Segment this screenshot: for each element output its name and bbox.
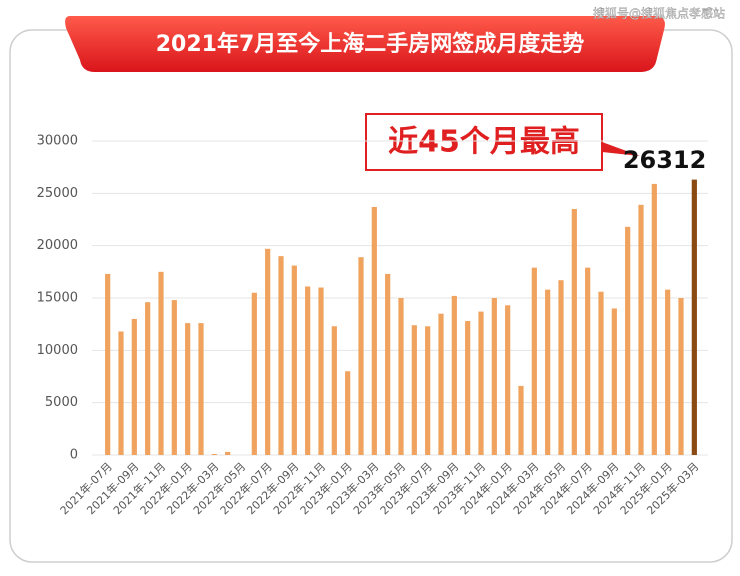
bar [491, 298, 497, 455]
annotation: 近45个月最高 [388, 125, 580, 160]
bar [691, 179, 697, 455]
bar [505, 305, 511, 455]
bar [531, 267, 537, 455]
bar [545, 289, 551, 455]
y-tick-label: 0 [70, 448, 78, 463]
bar [371, 206, 377, 455]
bar [291, 265, 297, 455]
bar [305, 286, 311, 455]
bar [638, 204, 644, 455]
bar [611, 308, 617, 455]
chart-title: 2021年7月至今上海二手房网签成月度走势 [156, 31, 585, 57]
bar [571, 209, 577, 455]
bar [558, 280, 564, 455]
bar [385, 273, 391, 455]
bar [158, 271, 164, 455]
bar [398, 298, 404, 455]
y-tick-label: 25000 [37, 186, 78, 201]
bar [345, 371, 351, 455]
y-tick-label: 20000 [37, 238, 78, 253]
bar [145, 302, 151, 455]
bar [425, 326, 431, 455]
bar [625, 226, 631, 455]
bar [358, 257, 364, 455]
title-banner [65, 16, 665, 72]
bar [465, 321, 471, 455]
bar [451, 295, 457, 455]
bar [331, 326, 337, 455]
bar [118, 331, 124, 455]
bar [651, 183, 657, 455]
bar [225, 451, 231, 455]
bar [438, 313, 444, 455]
bar [171, 300, 177, 455]
bar [678, 298, 684, 455]
annotation-box [365, 113, 603, 171]
annotation-arrow [602, 142, 640, 156]
y-tick-label: 30000 [37, 134, 78, 149]
bar [251, 292, 257, 455]
bar [185, 323, 191, 455]
bar [411, 325, 417, 455]
bar [585, 267, 591, 455]
y-tick-label: 15000 [37, 291, 78, 306]
y-tick-label: 5000 [45, 395, 78, 410]
bar [265, 248, 271, 455]
bar [211, 453, 217, 455]
bar [318, 287, 324, 455]
bar [278, 256, 284, 455]
y-tick-label: 10000 [37, 343, 78, 358]
bar [105, 273, 111, 455]
data-label: 26312 [623, 146, 707, 174]
bar [665, 289, 671, 455]
bar [518, 385, 524, 455]
bar [131, 318, 137, 455]
watermark: 搜狐号@搜狐焦点孝感站 [593, 6, 725, 21]
bar [478, 311, 484, 455]
bar [198, 323, 204, 455]
bar [598, 291, 604, 455]
